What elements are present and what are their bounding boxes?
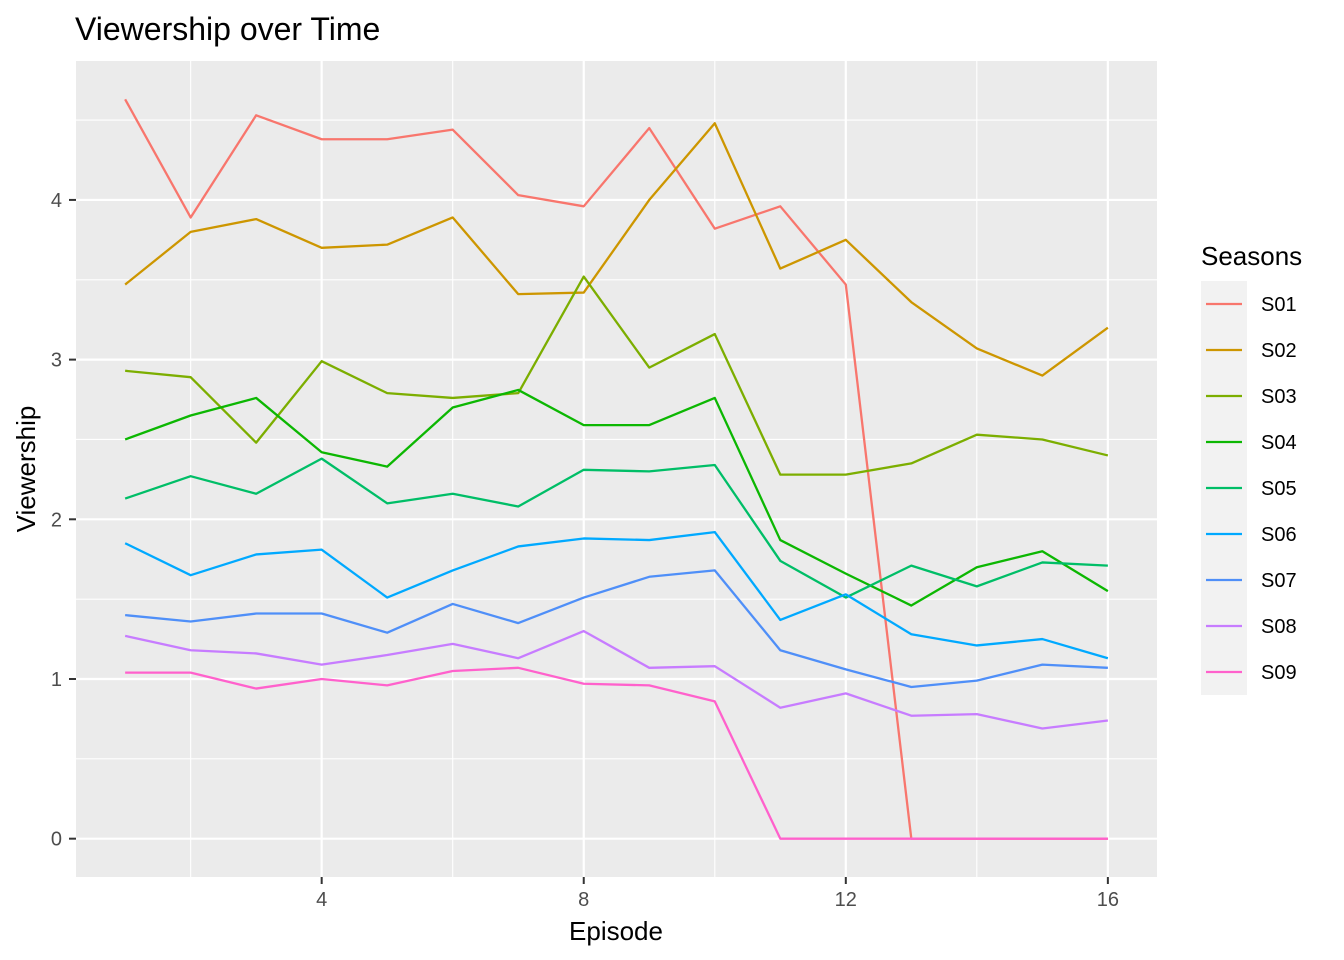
y-axis-title: Viewership [11, 406, 41, 533]
series-line-s02 [124, 122, 1109, 377]
series-line-s03 [125, 275, 1109, 476]
legend-label-s07: S07 [1261, 570, 1297, 592]
x-axis-title: Episode [569, 916, 663, 946]
x-tick-label: 4 [316, 889, 327, 911]
legend-label-s06: S06 [1261, 524, 1297, 546]
y-tick-label: 4 [51, 190, 62, 212]
series-line-s04 [124, 388, 1109, 607]
legend-label-s05: S05 [1261, 478, 1297, 500]
y-tick-label: 1 [51, 669, 62, 691]
y-tick-label: 2 [51, 509, 62, 531]
legend-label-s03: S03 [1261, 386, 1297, 408]
legend-label-s01: S01 [1261, 294, 1297, 316]
legend: Seasons S01 S02 S03 S04 S05 S06 S07 S08 S09 [1201, 241, 1302, 695]
x-axis: 4 8 12 16 [316, 877, 1119, 911]
series-lines [124, 98, 1109, 840]
series-line-s05 [124, 457, 1108, 599]
x-tick-label: 16 [1097, 889, 1119, 911]
legend-label-s09: S09 [1261, 662, 1297, 684]
series-line-s09 [125, 666, 1108, 840]
x-tick-label: 8 [578, 889, 589, 911]
chart-title: Viewership over Time [75, 11, 380, 47]
series-line-s08 [124, 629, 1108, 730]
series-line-s06 [124, 530, 1109, 660]
y-tick-label: 0 [51, 829, 62, 851]
legend-title: Seasons [1201, 241, 1302, 271]
y-axis: 0 1 2 3 4 [51, 190, 76, 851]
series-line-s07 [125, 569, 1108, 689]
x-tick-label: 12 [835, 889, 857, 911]
legend-items: S01 S02 S03 S04 S05 S06 S07 S08 S09 [1201, 281, 1297, 695]
y-tick-label: 3 [51, 350, 62, 372]
legend-label-s04: S04 [1261, 432, 1297, 454]
legend-label-s08: S08 [1261, 616, 1297, 638]
minor-gridlines [76, 61, 1157, 877]
plot-panel [76, 61, 1157, 877]
legend-label-s02: S02 [1261, 340, 1297, 362]
